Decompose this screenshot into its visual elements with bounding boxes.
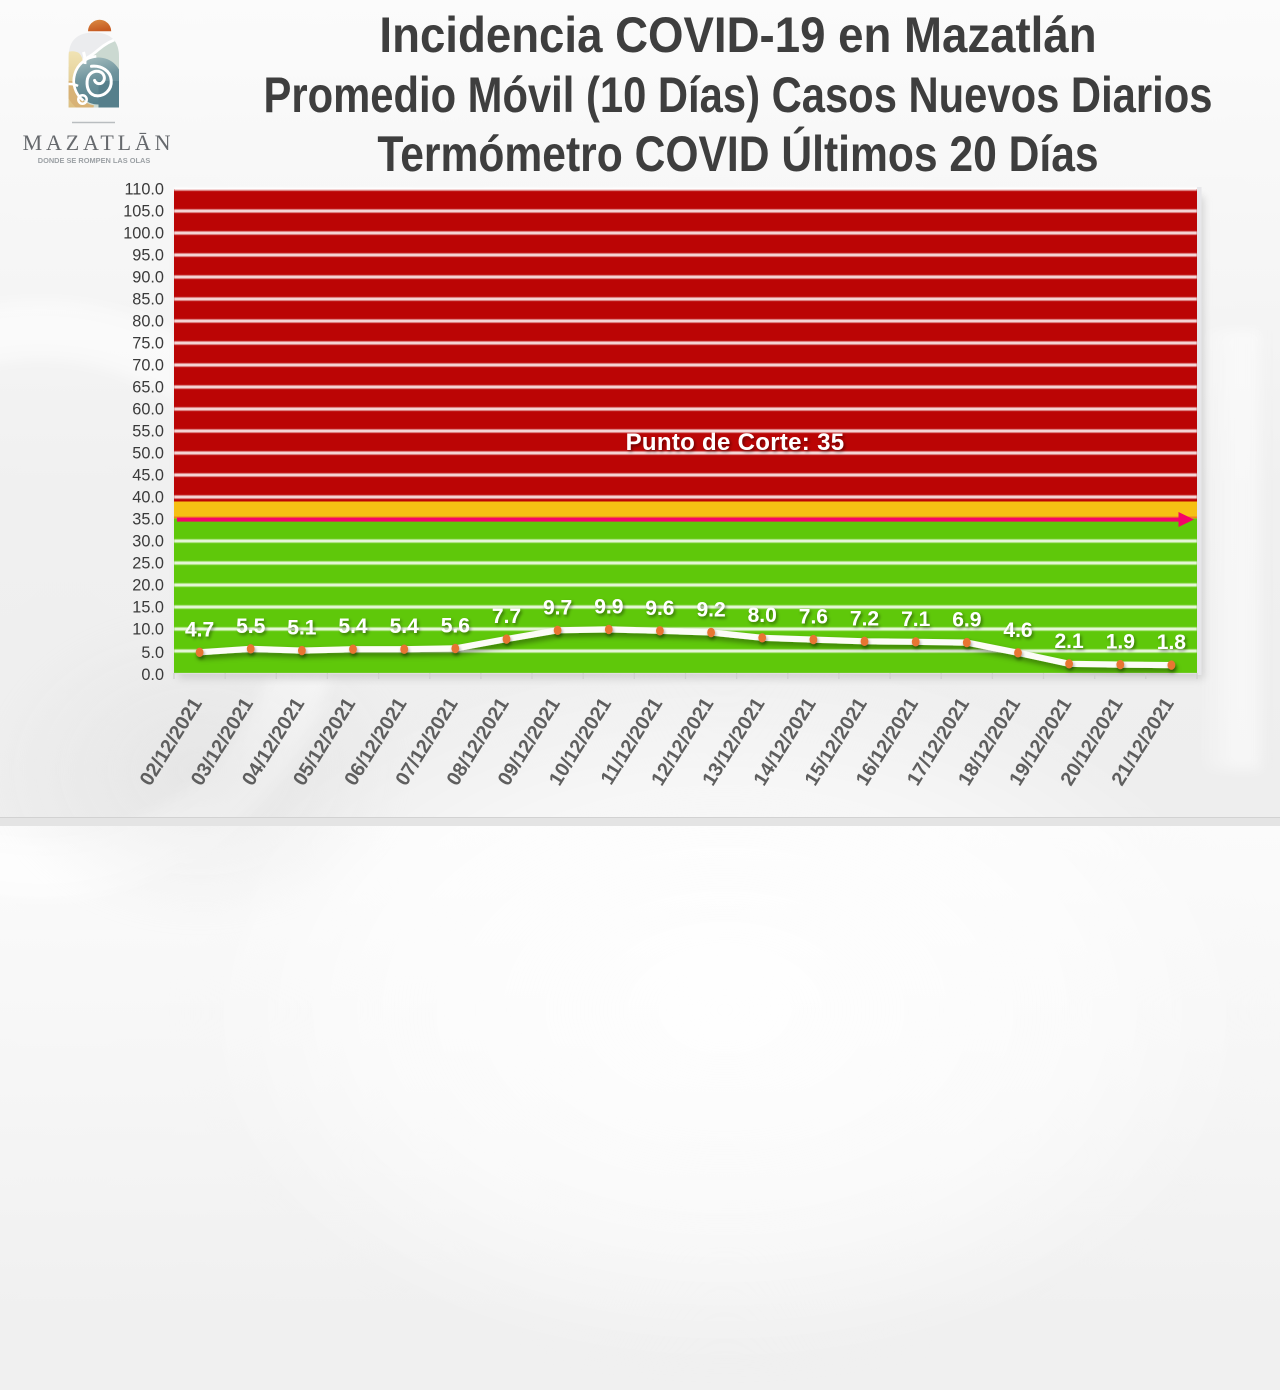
svg-text:0.0: 0.0 (141, 666, 164, 684)
svg-text:90.0: 90.0 (132, 269, 164, 287)
svg-text:7.7: 7.7 (492, 605, 521, 628)
svg-text:7.6: 7.6 (799, 606, 828, 629)
svg-text:50.0: 50.0 (132, 445, 164, 463)
svg-text:4.6: 4.6 (1003, 619, 1032, 642)
svg-text:1.8: 1.8 (1157, 631, 1187, 654)
svg-text:5.0: 5.0 (141, 644, 164, 662)
svg-text:10.0: 10.0 (132, 621, 164, 639)
svg-text:5.5: 5.5 (236, 615, 266, 638)
svg-text:25.0: 25.0 (132, 555, 164, 573)
svg-text:9.2: 9.2 (696, 599, 725, 622)
svg-text:2.1: 2.1 (1054, 630, 1084, 653)
svg-text:9.9: 9.9 (594, 595, 623, 618)
svg-text:35.0: 35.0 (132, 511, 164, 529)
svg-text:7.2: 7.2 (850, 607, 879, 630)
svg-text:8.0: 8.0 (748, 604, 777, 627)
svg-text:55.0: 55.0 (132, 423, 164, 441)
svg-text:85.0: 85.0 (132, 291, 164, 309)
svg-text:5.4: 5.4 (338, 615, 368, 638)
svg-text:4.7: 4.7 (185, 618, 214, 641)
svg-text:5.6: 5.6 (441, 614, 470, 637)
svg-text:5.4: 5.4 (390, 615, 420, 638)
svg-text:20.0: 20.0 (132, 577, 164, 595)
svg-text:7.1: 7.1 (901, 608, 931, 631)
svg-text:6.9: 6.9 (952, 609, 981, 632)
svg-text:5.1: 5.1 (287, 617, 317, 640)
svg-text:45.0: 45.0 (132, 467, 164, 485)
svg-text:80.0: 80.0 (132, 313, 164, 331)
svg-text:110.0: 110.0 (124, 181, 164, 199)
svg-text:65.0: 65.0 (132, 379, 164, 397)
svg-text:105.0: 105.0 (123, 203, 164, 221)
svg-text:1.9: 1.9 (1106, 631, 1135, 654)
svg-text:70.0: 70.0 (132, 357, 164, 375)
svg-text:40.0: 40.0 (132, 489, 164, 507)
svg-text:100.0: 100.0 (123, 225, 164, 243)
svg-text:60.0: 60.0 (132, 401, 164, 419)
svg-text:9.6: 9.6 (645, 597, 674, 620)
svg-text:30.0: 30.0 (132, 533, 164, 551)
svg-text:Punto de Corte: 35: Punto de Corte: 35 (626, 429, 845, 456)
svg-text:95.0: 95.0 (132, 247, 164, 265)
svg-text:15.0: 15.0 (132, 599, 164, 617)
svg-text:75.0: 75.0 (132, 335, 164, 353)
svg-text:9.7: 9.7 (543, 596, 572, 619)
